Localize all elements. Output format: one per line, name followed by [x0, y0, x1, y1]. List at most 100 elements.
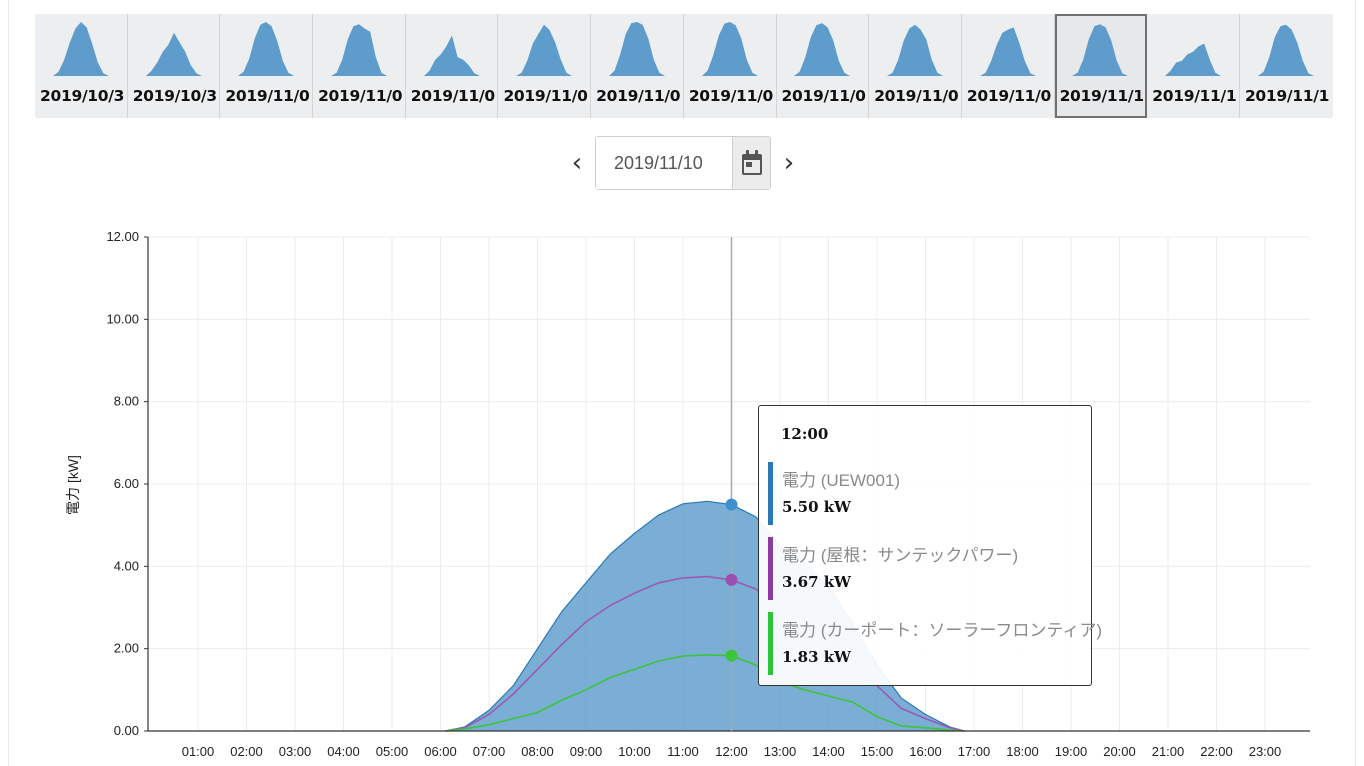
daily-sparkline: [52, 22, 109, 76]
crosshair-marker-2: [725, 649, 738, 662]
sparkline-area: [1165, 43, 1222, 76]
daily-thumbnail[interactable]: 2019/11/0: [220, 14, 314, 118]
daily-thumbnail[interactable]: 2019/10/3: [35, 14, 128, 118]
x-tick-label: 16:00: [909, 744, 942, 759]
daily-thumbnail-strip: 2019/10/3 2019/10/3 2019/11/0 2019/11/0 2019…: [35, 14, 1333, 118]
series-line-2: [445, 653, 965, 732]
x-tick-label: 04:00: [327, 744, 360, 759]
thumbnail-date-label: 2019/11/0: [318, 87, 403, 105]
daily-thumbnail[interactable]: 2019/11/1: [1147, 14, 1240, 118]
daily-sparkline: [238, 22, 295, 76]
thumbnail-date-label: 2019/11/1: [1152, 87, 1237, 105]
daily-sparkline: [423, 35, 480, 76]
thumbnail-date-label: 2019/11/0: [225, 87, 310, 105]
x-tick-label: 01:00: [182, 744, 215, 759]
thumbnail-date-label: 2019/11/0: [503, 87, 588, 105]
thumbnail-date-label: 2019/11/0: [410, 87, 495, 105]
y-tick-label: 2.00: [114, 641, 139, 656]
daily-thumbnail[interactable]: 2019/11/0: [962, 14, 1055, 118]
crosshair-marker-1: [725, 573, 738, 586]
thumbnail-date-label: 2019/11/1: [1244, 87, 1330, 105]
sparkline-area: [1258, 24, 1315, 76]
calendar-icon: [741, 150, 762, 175]
series-color-swatch: [768, 537, 773, 600]
daily-thumbnail[interactable]: 2019/11/0: [591, 14, 684, 118]
tooltip-item-uew001: 電力 (UEW001) 5.50 kW: [768, 462, 1088, 526]
x-tick-label: 20:00: [1103, 744, 1136, 759]
thumbnail-date-label: 2019/11/0: [596, 87, 681, 105]
thumbnail-date-label: 2019/10/3: [132, 87, 217, 105]
thumbnail-date-label: 2019/11/0: [781, 87, 866, 105]
x-tick-label: 09:00: [570, 744, 603, 759]
sparkline-area: [794, 23, 851, 76]
daily-sparkline: [1258, 24, 1315, 76]
sparkline-area: [979, 27, 1036, 76]
thumbnail-date-label: 2019/11/0: [688, 87, 773, 105]
daily-thumbnail[interactable]: 2019/10/3: [128, 14, 221, 118]
page-frame: [8, 0, 1356, 766]
y-tick-label: 4.00: [114, 558, 139, 573]
x-tick-label: 15:00: [861, 744, 894, 759]
daily-sparkline: [1072, 24, 1129, 76]
date-input[interactable]: [596, 137, 732, 189]
daily-thumbnail[interactable]: 2019/11/0: [777, 14, 870, 118]
daily-thumbnail[interactable]: 2019/11/1: [1240, 14, 1333, 118]
x-tick-label: 03:00: [279, 744, 312, 759]
tooltip-item-carport: 電力 (カーポート：ソーラーフロンティア) 1.83 kW: [768, 612, 1102, 676]
daily-thumbnail[interactable]: 2019/11/0: [313, 14, 406, 118]
y-tick-label: 10.00: [106, 311, 139, 326]
series-line-1: [445, 575, 965, 732]
sparkline-area: [52, 22, 109, 76]
tooltip-series-name: 電力 (UEW001): [782, 471, 901, 490]
x-tick-label: 23:00: [1249, 744, 1282, 759]
x-tick-label: 07:00: [473, 744, 506, 759]
sparkline-area: [423, 35, 480, 76]
sparkline-area: [1072, 24, 1129, 76]
tooltip-series-name: 電力 (屋根：サンテックパワー): [782, 546, 1019, 565]
daily-sparkline: [1165, 43, 1222, 76]
y-tick-label: 0.00: [114, 723, 139, 738]
sparkline-area: [330, 24, 387, 76]
daily-sparkline: [330, 24, 387, 76]
sparkline-area: [701, 22, 758, 76]
series-color-swatch: [768, 462, 773, 525]
sparkline-area: [145, 32, 202, 76]
daily-thumbnail[interactable]: 2019/11/0: [684, 14, 777, 118]
daily-sparkline: [145, 32, 202, 76]
x-tick-label: 12:00: [715, 744, 748, 759]
daily-thumbnail[interactable]: 2019/11/0: [869, 14, 962, 118]
x-tick-label: 18:00: [1006, 744, 1039, 759]
y-tick-label: 8.00: [114, 394, 139, 409]
calendar-button[interactable]: [732, 137, 770, 189]
chart-tooltip: 12:00 電力 (UEW001) 5.50 kW 電力 (屋根：サンテックパワ…: [758, 405, 1102, 686]
y-tick-label: 12.00: [106, 229, 139, 244]
chevron-left-icon[interactable]: ‹: [571, 148, 583, 178]
daily-thumbnail[interactable]: 2019/11/0: [406, 14, 499, 118]
daily-sparkline: [608, 22, 665, 76]
chevron-right-icon[interactable]: ›: [783, 148, 795, 178]
crosshair-marker-0: [725, 498, 738, 511]
y-tick-label: 6.00: [114, 476, 139, 491]
series-color-swatch: [768, 612, 773, 675]
thumbnail-date-label: 2019/11/1: [1059, 87, 1144, 105]
x-tick-label: 02:00: [230, 744, 263, 759]
y-axis-label: 電力 [kW]: [65, 455, 81, 515]
daily-thumbnail[interactable]: 2019/11/1: [1054, 14, 1148, 118]
tooltip-series-value: 1.83 kW: [782, 648, 851, 666]
x-tick-label: 13:00: [764, 744, 797, 759]
daily-sparkline: [516, 24, 573, 76]
daily-sparkline: [701, 22, 758, 76]
tooltip-series-value: 5.50 kW: [782, 498, 851, 516]
date-navigator: ‹ ›: [565, 135, 801, 191]
x-tick-label: 10:00: [618, 744, 651, 759]
daily-sparkline: [794, 23, 851, 76]
thumbnail-date-label: 2019/11/0: [874, 87, 959, 105]
daily-sparkline: [887, 24, 944, 76]
daily-thumbnail[interactable]: 2019/11/0: [498, 14, 592, 118]
x-tick-label: 05:00: [376, 744, 409, 759]
daily-sparkline: [979, 27, 1036, 76]
x-tick-label: 22:00: [1200, 744, 1233, 759]
x-tick-label: 06:00: [424, 744, 457, 759]
sparkline-area: [608, 22, 665, 76]
